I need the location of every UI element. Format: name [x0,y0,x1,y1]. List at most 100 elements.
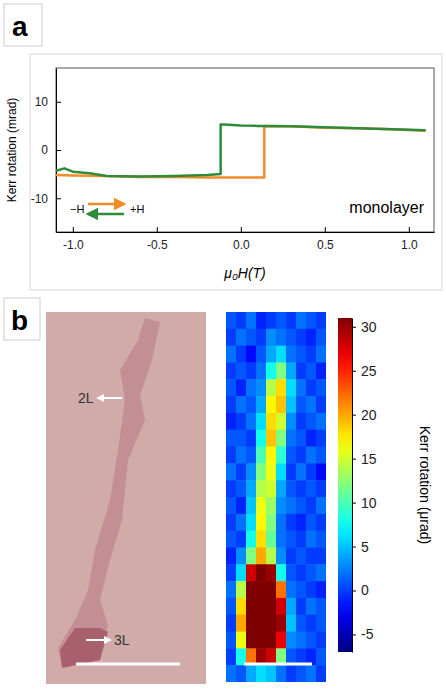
heatmap-cell [226,547,237,564]
heatmap-cell [266,447,277,464]
y-axis-tick-label: 0 [41,143,48,157]
heatmap-cell [286,598,297,615]
heatmap-cell [226,447,237,464]
heatmap-cell [256,497,267,514]
heatmap-cell [276,547,287,564]
heatmap-cell [306,581,317,598]
panel-frame [30,54,442,290]
x-axis-tick-label: 0.0 [233,238,250,252]
heatmap-cell [236,396,247,413]
heatmap-cell [296,329,307,346]
heatmap-cell [256,430,267,447]
heatmap-cell [236,581,247,598]
heatmap-cell [296,413,307,430]
series-line [56,124,426,176]
heatmap-cell [256,329,267,346]
heatmap-cell [276,396,287,413]
heatmap-cell [306,615,317,632]
heatmap-cell [316,531,326,548]
colorbar-axis-tick: 30 [352,319,377,335]
x-axis-line [57,232,435,233]
annotation: 2L [78,390,94,406]
heatmap-cell [236,430,247,447]
heatmap-cell [226,514,237,531]
heatmap-cell [266,598,277,615]
heatmap-cell [246,581,257,598]
heatmap-cell [226,346,237,363]
heatmap-cell [256,312,267,329]
heatmap-cell [296,547,307,564]
heatmap-cell [316,598,326,615]
heatmap-cell [316,615,326,632]
heatmap-cell [266,497,277,514]
colorbar-axis-tick-mark [352,327,356,328]
heatmap-cell [236,413,247,430]
x-axis-tick: -0.5 [147,227,168,252]
heatmap-cell [246,665,257,682]
heatmap-cell [306,497,317,514]
heatmap-cell [296,497,307,514]
heatmap-cell [306,480,317,497]
colorbar-axis-tick-mark [352,547,356,548]
heatmap-cell [276,312,287,329]
heatmap-cell [286,615,297,632]
heatmap [226,312,326,682]
heatmap-cell [296,598,307,615]
colorbar-axis-tick-mark [352,459,356,460]
y-axis-title: Kerr rotation (mrad) [5,98,19,203]
heatmap-cell [296,430,307,447]
colorbar-axis-tick-mark [352,590,356,591]
heatmap-cell [246,531,257,548]
heatmap-cell [296,480,307,497]
panel-letter-box [4,298,40,340]
heatmap-cell [286,447,297,464]
colorbar-axis-tick-label: 5 [361,539,369,555]
heatmap-cell [306,547,317,564]
heatmap-cell [256,598,267,615]
heatmap-cell [226,581,237,598]
colorbar-axis: -5051015202530 [352,319,377,653]
heatmap-cell [266,632,277,649]
heatmap-cell [276,615,287,632]
heatmap-cell [256,447,267,464]
x-axis-tick: 1.0 [401,227,418,252]
heatmap-cell [306,564,317,581]
heatmap-cell [276,413,287,430]
annotation: −H [70,203,84,215]
heatmap-cell [266,396,277,413]
heatmap-cell [266,413,277,430]
heatmap-cell [226,312,237,329]
heatmap-cell [316,346,326,363]
colorbar-axis-tick: 0 [352,582,369,598]
colorbar-axis-tick: 15 [352,451,377,467]
arrow-head [104,636,112,644]
x-axis-tick: 0.5 [317,227,334,252]
heatmap-cell [246,480,257,497]
heatmap-cell [276,463,287,480]
heatmap-cell [236,463,247,480]
heatmap-cell [276,480,287,497]
heatmap-cell [276,598,287,615]
x-axis-tick-mark [157,227,158,232]
panel-letter: b [11,305,28,336]
heatmap-cell [276,665,287,682]
heatmap-cell [236,665,247,682]
heatmap-cell [246,547,257,564]
heatmap-cell [266,329,277,346]
heatmap-cell [306,346,317,363]
series-line [56,126,426,178]
heatmap-cell [276,514,287,531]
y-axis-tick: 0 [41,143,61,157]
heatmap-cell [266,480,277,497]
heatmap-cell [306,312,317,329]
heatmap-cell [296,632,307,649]
heatmap-cell [296,312,307,329]
x-axis-tick: 0.0 [233,227,250,252]
y-axis: -10010 [31,69,61,233]
heatmap-cell [276,430,287,447]
heatmap-cell [276,346,287,363]
colorbar-title: Kerr rotation (μrad) [417,426,433,545]
heatmap-cell [246,430,257,447]
x-axis-tick-mark [73,227,74,232]
heatmap-cell [276,362,287,379]
